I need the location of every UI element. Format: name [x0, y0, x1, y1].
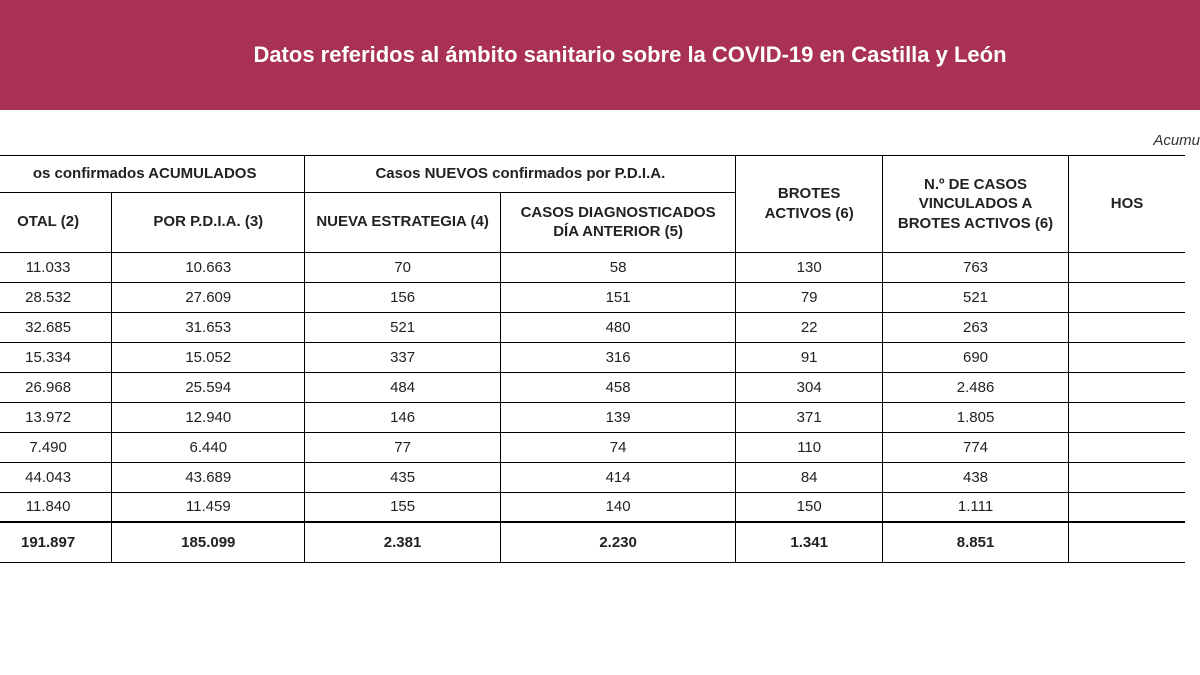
cell-vincul: 690: [882, 342, 1068, 372]
cell-diag: 151: [500, 282, 736, 312]
col-header-hosp: HOS: [1069, 156, 1185, 253]
group-header-nuevos: Casos NUEVOS confirmados por P.D.I.A.: [305, 156, 736, 193]
cell-pdia: 25.594: [112, 372, 305, 402]
cell-total: 44.043: [0, 462, 112, 492]
cell-nueva: 77: [305, 432, 500, 462]
col-header-vinculados: N.º DE CASOS VINCULADOS A BROTES ACTIVOS…: [882, 156, 1068, 253]
total-diag: 2.230: [500, 522, 736, 562]
table-row: 7.4906.4407774110774: [0, 432, 1185, 462]
cell-hosp: [1069, 282, 1185, 312]
page-title: Datos referidos al ámbito sanitario sobr…: [253, 42, 1006, 68]
cell-total: 13.972: [0, 402, 112, 432]
cell-hosp: [1069, 252, 1185, 282]
total-pdia: 185.099: [112, 522, 305, 562]
cell-total: 11.840: [0, 492, 112, 522]
cell-pdia: 12.940: [112, 402, 305, 432]
table-row: 11.84011.4591551401501.111: [0, 492, 1185, 522]
col-header-brotes: BROTES ACTIVOS (6): [736, 156, 883, 253]
cell-brotes: 91: [736, 342, 883, 372]
cell-diag: 140: [500, 492, 736, 522]
total-total: 191.897: [0, 522, 112, 562]
cell-vincul: 763: [882, 252, 1068, 282]
total-hosp: [1069, 522, 1185, 562]
cell-vincul: 438: [882, 462, 1068, 492]
cell-nueva: 70: [305, 252, 500, 282]
cell-diag: 414: [500, 462, 736, 492]
cell-nueva: 521: [305, 312, 500, 342]
table-body: 11.03310.6637058130763 28.53227.60915615…: [0, 252, 1185, 522]
col-header-pdia: POR P.D.I.A. (3): [112, 192, 305, 252]
table-row: 11.03310.6637058130763: [0, 252, 1185, 282]
cell-total: 26.968: [0, 372, 112, 402]
cell-nueva: 337: [305, 342, 500, 372]
cell-total: 32.685: [0, 312, 112, 342]
cell-hosp: [1069, 312, 1185, 342]
subtitle-partial: Acumu: [1153, 132, 1200, 149]
cell-total: 28.532: [0, 282, 112, 312]
cell-nueva: 146: [305, 402, 500, 432]
col-header-nueva: NUEVA ESTRATEGIA (4): [305, 192, 500, 252]
table-row: 28.53227.60915615179521: [0, 282, 1185, 312]
cell-hosp: [1069, 342, 1185, 372]
cell-vincul: 263: [882, 312, 1068, 342]
cell-vincul: 1.805: [882, 402, 1068, 432]
cell-hosp: [1069, 492, 1185, 522]
cell-brotes: 304: [736, 372, 883, 402]
cell-hosp: [1069, 432, 1185, 462]
cell-diag: 58: [500, 252, 736, 282]
cell-diag: 458: [500, 372, 736, 402]
table-row: 13.97212.9401461393711.805: [0, 402, 1185, 432]
total-vincul: 8.851: [882, 522, 1068, 562]
title-bar: Datos referidos al ámbito sanitario sobr…: [0, 0, 1200, 110]
cell-pdia: 27.609: [112, 282, 305, 312]
cell-pdia: 31.653: [112, 312, 305, 342]
table-row: 15.33415.05233731691690: [0, 342, 1185, 372]
cell-pdia: 15.052: [112, 342, 305, 372]
cell-brotes: 371: [736, 402, 883, 432]
cell-nueva: 155: [305, 492, 500, 522]
group-header-confirmados: os confirmados ACUMULADOS: [0, 156, 305, 193]
cell-brotes: 130: [736, 252, 883, 282]
cell-pdia: 43.689: [112, 462, 305, 492]
table-group-header-row: os confirmados ACUMULADOS Casos NUEVOS c…: [0, 156, 1185, 193]
cell-hosp: [1069, 372, 1185, 402]
cell-brotes: 110: [736, 432, 883, 462]
cell-pdia: 6.440: [112, 432, 305, 462]
cell-total: 7.490: [0, 432, 112, 462]
total-brotes: 1.341: [736, 522, 883, 562]
covid-data-table: os confirmados ACUMULADOS Casos NUEVOS c…: [0, 155, 1185, 563]
cell-brotes: 22: [736, 312, 883, 342]
cell-vincul: 1.111: [882, 492, 1068, 522]
table-row: 26.96825.5944844583042.486: [0, 372, 1185, 402]
cell-diag: 139: [500, 402, 736, 432]
total-nueva: 2.381: [305, 522, 500, 562]
cell-diag: 480: [500, 312, 736, 342]
cell-brotes: 79: [736, 282, 883, 312]
cell-pdia: 11.459: [112, 492, 305, 522]
cell-nueva: 156: [305, 282, 500, 312]
table-row: 32.68531.65352148022263: [0, 312, 1185, 342]
table-totals-row: 191.897 185.099 2.381 2.230 1.341 8.851: [0, 522, 1185, 562]
cell-total: 11.033: [0, 252, 112, 282]
table-row: 44.04343.68943541484438: [0, 462, 1185, 492]
cell-brotes: 84: [736, 462, 883, 492]
col-header-diag: CASOS DIAGNOSTICADOS DÍA ANTERIOR (5): [500, 192, 736, 252]
cell-vincul: 2.486: [882, 372, 1068, 402]
cell-vincul: 774: [882, 432, 1068, 462]
cell-vincul: 521: [882, 282, 1068, 312]
cell-diag: 74: [500, 432, 736, 462]
subtitle-row: Acumu: [0, 110, 1200, 155]
cell-diag: 316: [500, 342, 736, 372]
cell-hosp: [1069, 402, 1185, 432]
cell-total: 15.334: [0, 342, 112, 372]
cell-nueva: 484: [305, 372, 500, 402]
cell-brotes: 150: [736, 492, 883, 522]
cell-pdia: 10.663: [112, 252, 305, 282]
col-header-total: OTAL (2): [0, 192, 112, 252]
cell-hosp: [1069, 462, 1185, 492]
cell-nueva: 435: [305, 462, 500, 492]
